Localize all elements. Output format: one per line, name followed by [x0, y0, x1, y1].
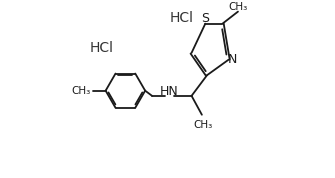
Text: HCl: HCl	[89, 41, 113, 55]
Text: S: S	[201, 12, 209, 25]
Text: CH₃: CH₃	[228, 2, 248, 12]
Text: CH₃: CH₃	[71, 86, 90, 96]
Text: HCl: HCl	[169, 12, 193, 25]
Text: N: N	[228, 53, 238, 66]
Text: HN: HN	[160, 85, 179, 98]
Text: CH₃: CH₃	[193, 120, 212, 130]
